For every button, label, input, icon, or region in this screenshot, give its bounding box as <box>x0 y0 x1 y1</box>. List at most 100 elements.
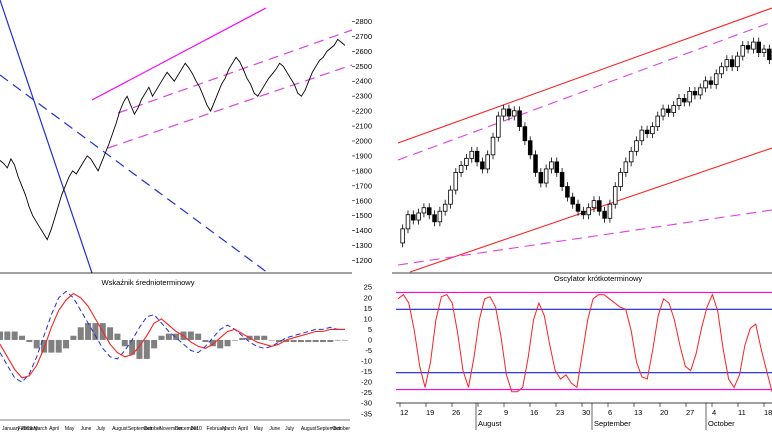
y-tick-label: 1200 <box>355 256 372 265</box>
candle-body <box>666 108 671 113</box>
candle-body <box>602 210 607 219</box>
x-tick-label: June <box>269 426 280 432</box>
histogram-bar <box>261 335 268 340</box>
histogram-bar <box>217 339 224 349</box>
x-tick-label: September <box>317 426 342 432</box>
histogram-bar <box>158 335 165 340</box>
histogram-bar <box>187 331 194 340</box>
month-label: August <box>478 419 502 428</box>
candle-body <box>554 161 560 173</box>
indicator-title: Wskaźnik średnioterminowy <box>102 278 195 287</box>
candle-body <box>697 87 703 96</box>
x-tick-label: March <box>222 426 236 432</box>
candle-body <box>474 150 480 163</box>
upper-channel-line <box>91 7 267 101</box>
candle-body <box>496 115 501 138</box>
candle-body <box>480 161 485 170</box>
histogram-bar <box>312 339 319 343</box>
oscillator-line <box>397 293 772 393</box>
candle-body <box>740 45 746 57</box>
candle-body <box>453 172 459 191</box>
y-tick-label: -30 <box>361 399 372 408</box>
x-tick-label: December <box>175 426 198 432</box>
candle-body <box>533 154 538 173</box>
candle-body <box>517 110 522 128</box>
candle-body <box>586 207 591 216</box>
candle-body <box>607 203 613 219</box>
price-series-line <box>0 38 346 241</box>
histogram-bar <box>151 339 158 349</box>
histogram-bar <box>0 331 3 340</box>
candle-body <box>416 212 421 221</box>
candle-body <box>464 157 469 166</box>
x-tick-label: March <box>33 426 47 432</box>
candle-body <box>612 186 618 205</box>
x-tick-label: 20 <box>660 408 668 417</box>
x-tick-label: September <box>128 426 153 432</box>
candle-body <box>469 150 475 159</box>
histogram-bar <box>26 339 33 343</box>
y-tick-label: -20 <box>361 378 372 387</box>
candle-body <box>597 200 602 212</box>
candle-body <box>751 41 756 50</box>
candle-body <box>761 48 767 54</box>
histogram-bar <box>224 339 231 347</box>
histogram-bar <box>114 333 121 340</box>
lower-channel-red <box>409 147 772 273</box>
y-tick-label: 2600 <box>355 47 372 56</box>
candle-body <box>729 59 735 68</box>
histogram-bar <box>195 333 202 340</box>
candle-body <box>756 41 761 54</box>
candle-body <box>650 126 655 135</box>
histogram-bar <box>297 339 304 343</box>
histogram-bar <box>319 339 326 343</box>
x-tick-label: 13 <box>634 408 642 417</box>
histogram-bar <box>239 337 246 340</box>
y-tick-label: 5 <box>368 325 372 334</box>
x-tick-label: April <box>238 426 248 432</box>
indicator-main-line <box>0 292 345 379</box>
oscillator-title: Oscylator krótkoterminowy <box>554 274 643 283</box>
candle-body <box>644 129 650 135</box>
y-tick-label: -5 <box>365 346 372 355</box>
x-tick-label: August <box>112 426 128 432</box>
y-tick-label: 1900 <box>355 151 372 160</box>
candle-body <box>565 186 570 198</box>
month-label: October <box>708 419 735 428</box>
y-tick-label: 1500 <box>355 211 372 220</box>
month-label: September <box>594 419 631 428</box>
indicator-signal-line <box>0 290 345 383</box>
x-tick-label: 12 <box>400 408 408 417</box>
right-price-panel <box>397 7 772 273</box>
x-tick-label: May <box>65 426 75 432</box>
candle-body <box>448 189 453 205</box>
y-tick-label: -15 <box>361 367 372 376</box>
x-tick-label: 4 <box>712 408 716 417</box>
histogram-bar <box>121 339 128 347</box>
histogram-bar <box>63 339 70 349</box>
x-tick-label: 30 <box>582 408 590 417</box>
candle-body <box>655 115 661 128</box>
x-tick-label: 23 <box>556 408 564 417</box>
candle-body <box>634 140 639 152</box>
x-tick-label: 2010 <box>191 426 202 432</box>
candle-body <box>570 196 575 205</box>
upper-downtrend-dashed-line <box>0 74 269 274</box>
y-tick-label: 15 <box>364 304 372 313</box>
candle-body <box>485 154 490 170</box>
candle-body <box>421 207 427 214</box>
x-tick-label: October <box>144 426 162 432</box>
x-tick-label: February <box>206 426 227 432</box>
histogram-bar <box>107 327 114 340</box>
histogram-bar <box>334 339 341 341</box>
lower-downtrend-line <box>0 0 93 274</box>
candle-body <box>411 214 416 221</box>
x-tick-label: July <box>96 426 105 432</box>
x-tick-label: 19 <box>426 408 434 417</box>
x-tick-label: 9 <box>504 408 508 417</box>
left-price-panel: 2800 2700 2600 2500 2400 2300 2200 2100 2000 1900… <box>0 0 372 274</box>
histogram-bar <box>275 339 282 343</box>
candle-body <box>676 98 682 106</box>
histogram-bar <box>33 339 40 349</box>
histogram-bar <box>4 331 11 340</box>
